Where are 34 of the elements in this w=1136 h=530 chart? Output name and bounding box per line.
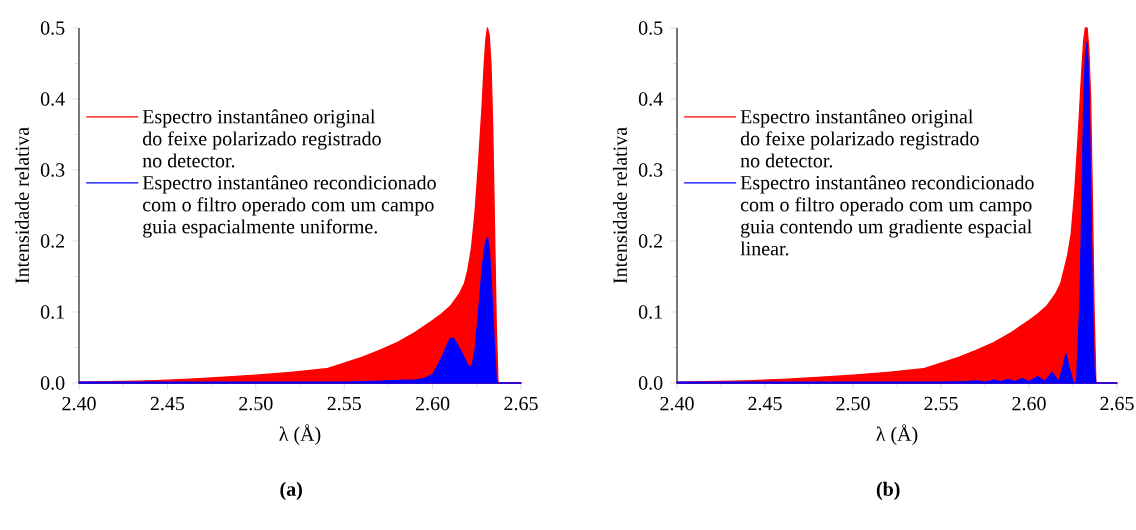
x-tick-label: 2.45 <box>748 396 782 411</box>
y-tick-label: 0.1 <box>638 305 662 319</box>
y-axis-title: Intensidade relativa <box>14 127 29 284</box>
x-tick-label: 2.40 <box>660 396 694 411</box>
y-tick-label: 0.0 <box>638 376 663 390</box>
y-tick-label: 0.0 <box>40 376 65 390</box>
x-tick-label: 2.60 <box>415 396 450 411</box>
x-tick-label: 2.65 <box>504 396 538 411</box>
x-tick-label: 2.65 <box>1100 396 1134 411</box>
x-axis-title: λ (Å) <box>876 424 918 445</box>
y-axis-title: Intensidade relativa <box>612 127 627 284</box>
x-axis-title: λ (Å) <box>279 424 321 445</box>
y-tick-label: 0.3 <box>638 163 663 177</box>
legend-label: Espectro instantâneo recondicionado com o filtro operado com um campo guia contendo um gradiente espacial linear. <box>740 175 1034 256</box>
y-tick-label: 0.4 <box>40 92 65 106</box>
y-tick-label: 0.3 <box>40 163 65 177</box>
legend-label: Espectro instantâneo original do feixe polarizado registrado no detector. <box>740 109 979 168</box>
text: (b) <box>876 481 900 500</box>
x-tick-label: 2.50 <box>836 396 870 411</box>
x-tick-label: 2.55 <box>924 396 958 411</box>
text: (a) <box>280 481 302 500</box>
legend-label: Espectro instantâneo original do feixe polarizado registrado no detector. <box>142 109 381 168</box>
y-tick-label: 0.5 <box>638 21 663 35</box>
y-tick-label: 0.2 <box>638 234 663 248</box>
y-tick-label: 0.5 <box>40 21 65 35</box>
x-tick-label: 2.45 <box>150 396 185 411</box>
y-tick-label: 0.2 <box>40 234 65 248</box>
x-tick-label: 2.55 <box>327 396 361 411</box>
x-tick-label: 2.40 <box>62 396 96 411</box>
x-tick-label: 2.60 <box>1012 396 1046 411</box>
x-tick-label: 2.50 <box>239 396 273 411</box>
legend-label: Espectro instantâneo recondicionado com o filtro operado com um campo guia espacialmente uniforme. <box>142 175 436 238</box>
y-tick-label: 0.4 <box>638 92 663 106</box>
y-tick-label: 0.1 <box>40 305 64 319</box>
